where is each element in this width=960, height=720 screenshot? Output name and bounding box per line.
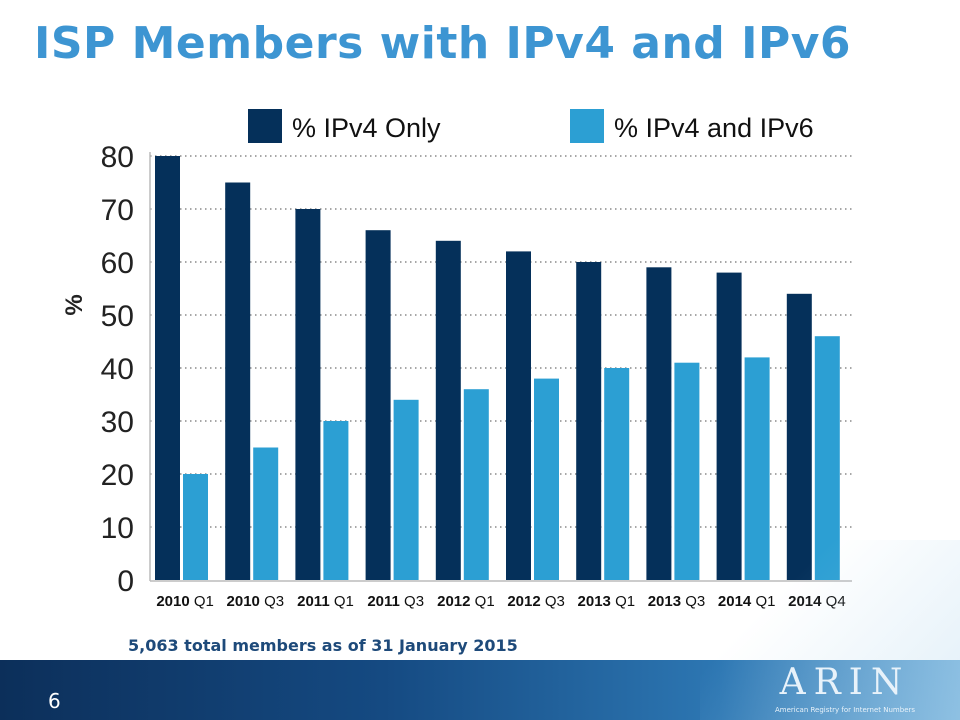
x-tick-label: 2012 Q3 bbox=[507, 593, 565, 610]
bar-ipv4-and-ipv6 bbox=[604, 368, 630, 580]
y-tick-label: 0 bbox=[117, 565, 134, 598]
y-tick-label: 10 bbox=[101, 512, 134, 545]
x-tick-label: 2013 Q3 bbox=[648, 593, 706, 610]
y-tick-label: 80 bbox=[101, 141, 134, 174]
bar-ipv4-only bbox=[716, 272, 742, 580]
bar-ipv4-only bbox=[435, 240, 461, 581]
bar-ipv4-only bbox=[295, 209, 321, 580]
y-tick-label: 70 bbox=[101, 194, 134, 227]
y-tick-label: 30 bbox=[101, 406, 134, 439]
bar-ipv4-only bbox=[506, 251, 531, 580]
y-axis-label: % bbox=[61, 294, 88, 315]
legend-label-ipv4-and-ipv6: % IPv4 and IPv6 bbox=[614, 113, 814, 143]
y-tick-label: 60 bbox=[101, 247, 134, 280]
y-tick-label: 40 bbox=[101, 353, 134, 386]
bar-ipv4-only bbox=[365, 230, 391, 580]
bar-ipv4-and-ipv6 bbox=[253, 447, 279, 580]
bar-ipv4-and-ipv6 bbox=[674, 362, 700, 580]
bar-ipv4-and-ipv6 bbox=[323, 421, 349, 580]
logo-subtitle: American Registry for Internet Numbers bbox=[774, 706, 916, 714]
slide-title: ISP Members with IPv4 and IPv6 bbox=[34, 18, 852, 69]
legend-label-ipv4-only: % IPv4 Only bbox=[292, 113, 441, 143]
bar-ipv4-and-ipv6 bbox=[393, 399, 419, 580]
bar-ipv4-and-ipv6 bbox=[814, 336, 840, 580]
footer-band bbox=[0, 540, 960, 720]
y-tick-label: 20 bbox=[101, 459, 134, 492]
logo-wordmark: ARIN bbox=[779, 662, 911, 703]
bar-chart: 0 10 20 30 40 50 60 70 80% 2010 Q1 2010 Q3 2011 Q1 2… bbox=[61, 109, 852, 610]
legend-swatch-ipv4-and-ipv6 bbox=[570, 109, 604, 143]
x-tick-label: 2011 Q1 bbox=[297, 593, 354, 610]
x-tick-label: 2011 Q3 bbox=[367, 593, 424, 610]
x-tick-label: 2012 Q1 bbox=[437, 593, 495, 610]
members-note: 5,063 total members as of 31 January 201… bbox=[128, 636, 518, 655]
x-tick-label: 2014 Q1 bbox=[718, 593, 776, 610]
x-tick-label: 2014 Q4 bbox=[788, 593, 846, 610]
y-tick-label: 50 bbox=[101, 300, 134, 333]
bar-ipv4-and-ipv6 bbox=[183, 474, 208, 580]
bar-ipv4-and-ipv6 bbox=[744, 357, 770, 580]
bar-ipv4-only bbox=[786, 293, 812, 580]
legend-swatch-ipv4-only bbox=[248, 109, 282, 143]
bar-ipv4-and-ipv6 bbox=[463, 389, 489, 580]
x-tick-label: 2013 Q1 bbox=[578, 593, 636, 610]
x-tick-label: 2010 Q1 bbox=[156, 593, 214, 610]
bar-ipv4-only bbox=[576, 262, 602, 580]
page-number: 6 bbox=[48, 689, 61, 713]
arin-logo: ARIN American Registry for Internet Numb… bbox=[770, 662, 920, 718]
bar-ipv4-and-ipv6 bbox=[534, 378, 559, 580]
bar-ipv4-only bbox=[155, 156, 180, 580]
bar-ipv4-only bbox=[646, 267, 672, 580]
bar-ipv4-only bbox=[225, 182, 251, 580]
x-tick-label: 2010 Q3 bbox=[227, 593, 285, 610]
